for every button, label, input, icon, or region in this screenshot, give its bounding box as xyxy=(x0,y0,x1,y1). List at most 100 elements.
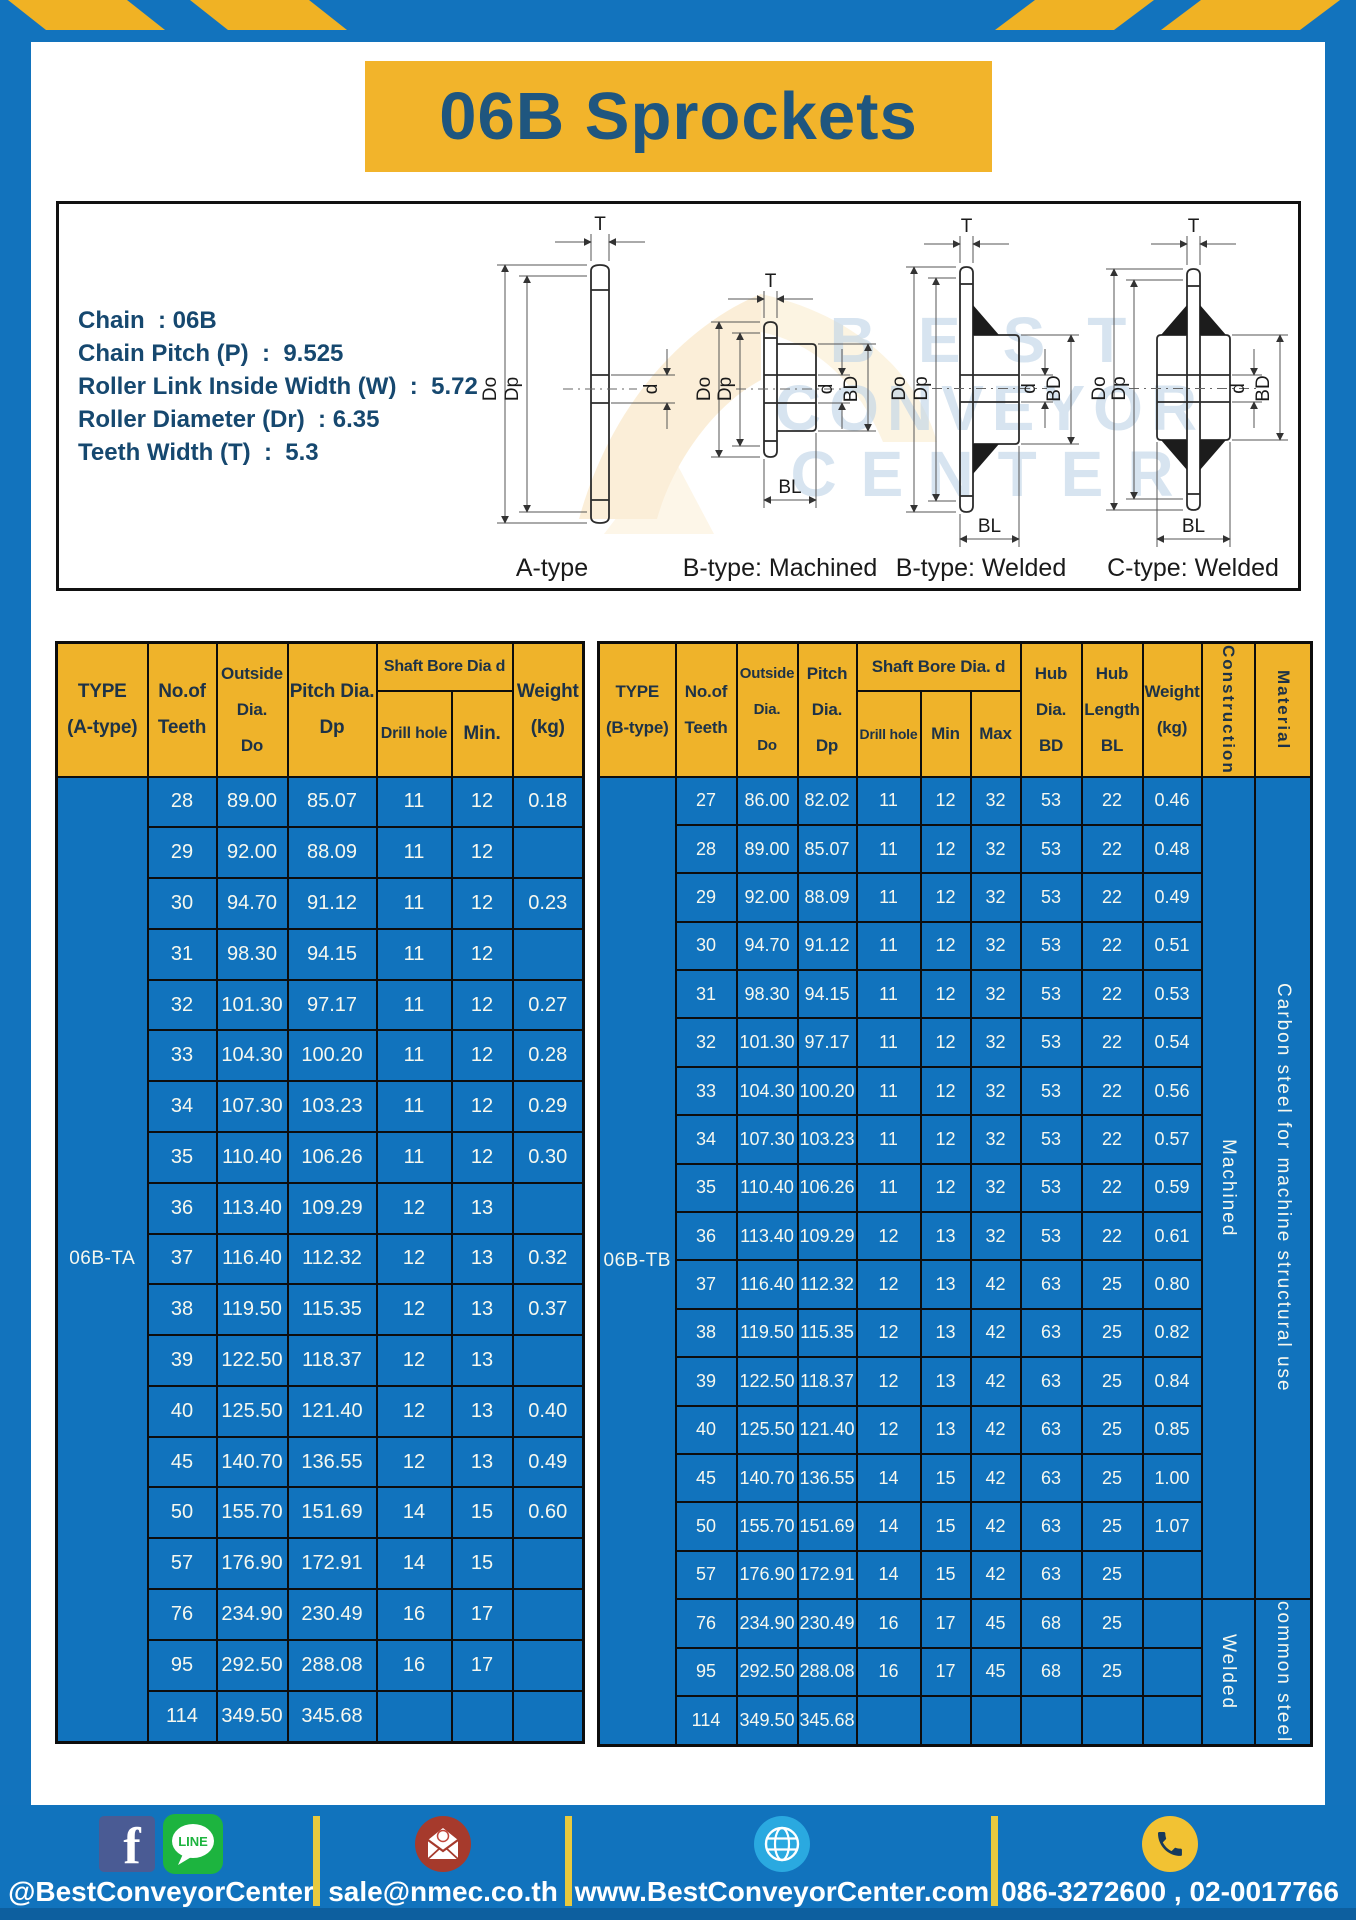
table-cell: 0.59 xyxy=(1141,1162,1203,1214)
table-cell: 53 xyxy=(1019,775,1083,826)
footer-phones[interactable]: 086-3272600 , 02-0017766 xyxy=(1001,1876,1339,1907)
table-cell: 292.50 xyxy=(215,1638,289,1692)
table-cell: 118.37 xyxy=(286,1334,378,1387)
table-cell: 0.82 xyxy=(1141,1307,1203,1359)
globe-icon[interactable] xyxy=(753,1815,811,1873)
footer-website[interactable]: www.BestConveyorCenter.com xyxy=(574,1876,990,1907)
table-cell: 11 xyxy=(375,877,453,930)
table-cell: 13 xyxy=(919,1404,972,1455)
table-cell: 53 xyxy=(1019,1065,1083,1117)
table-cell: 42 xyxy=(969,1404,1022,1455)
table-row: 34 107.30 103.23 11 12 32 53 22 0.57 xyxy=(599,1114,1312,1165)
table-cell: 12 xyxy=(855,1404,922,1455)
table-cell: 97.17 xyxy=(796,1017,858,1068)
table-cell: 15 xyxy=(450,1486,514,1540)
line-icon[interactable]: LINE xyxy=(163,1813,223,1874)
table-cell: 53 xyxy=(1019,1211,1083,1262)
table-cell xyxy=(511,1689,585,1744)
table-cell: 32 xyxy=(674,1017,738,1068)
header-shaft-bore-group: Shaft Bore Dia d xyxy=(375,641,514,692)
table-cell: 13 xyxy=(919,1356,972,1407)
table-cell: 16 xyxy=(855,1598,922,1649)
email-icon[interactable] xyxy=(414,1815,472,1873)
table-cell: 107.30 xyxy=(215,1080,289,1133)
header-material-label: Material xyxy=(1273,669,1293,750)
footer-separator xyxy=(991,1816,998,1906)
table-cell: 32 xyxy=(969,1065,1022,1117)
spec-chain-pitch: Chain Pitch (P) : 9.525 xyxy=(78,340,344,367)
table-cell: 11 xyxy=(855,1065,922,1117)
table-cell: 45 xyxy=(146,1435,218,1489)
table-cell: 11 xyxy=(375,1080,453,1133)
spec-chain: Chain : 06B xyxy=(78,307,217,334)
table-cell: 68 xyxy=(1019,1646,1083,1697)
table-cell: 11 xyxy=(855,823,922,875)
footer-social-label[interactable]: @BestConveyorCenter xyxy=(8,1876,314,1907)
table-row: 45 140.70 136.55 12 13 0.49 xyxy=(57,1435,585,1489)
dim-label-bd: BD xyxy=(1253,375,1274,401)
table-cell: 94.15 xyxy=(286,927,378,981)
table-cell: 97.17 xyxy=(286,978,378,1032)
dim-label-t: T xyxy=(961,216,973,237)
table-cell: 76 xyxy=(674,1598,738,1649)
drawing-label-b-welded: B-type: Welded xyxy=(896,554,1066,582)
dim-label-bd: BD xyxy=(841,376,862,402)
right-border xyxy=(1325,42,1356,1805)
drawing-b-welded: T Do Dp d BD BL xyxy=(889,216,1079,547)
table-cell: 12 xyxy=(855,1307,922,1359)
table-cell: 29 xyxy=(674,872,738,923)
table-cell: 53 xyxy=(1019,969,1083,1020)
header-construction-label: Construction xyxy=(1219,644,1239,775)
table-cell: 22 xyxy=(1080,1114,1144,1165)
table-cell: 45 xyxy=(969,1646,1022,1697)
table-cell: 0.29 xyxy=(511,1080,585,1133)
chain-specs: Chain : 06B Chain Pitch (P) : 9.525 Roll… xyxy=(78,304,478,469)
table-row: 95 292.50 288.08 16 17 xyxy=(57,1638,585,1692)
footer-phone-group: 086-3272600 , 02-0017766 xyxy=(1000,1805,1340,1908)
dim-label-bl: BL xyxy=(1182,516,1205,537)
table-cell: 12 xyxy=(450,826,514,880)
material-cell-label: common steel xyxy=(1272,1600,1294,1744)
table-cell: 12 xyxy=(450,877,514,930)
table-row: 76 234.90 230.49 16 17 45 68 25 Welded common ste… xyxy=(599,1598,1313,1747)
facebook-icon[interactable]: f xyxy=(99,1815,155,1872)
phone-icon[interactable] xyxy=(1141,1815,1199,1873)
drawing-b-machined: T Do Dp d BD BL xyxy=(694,271,876,508)
table-cell: 12 xyxy=(450,1029,514,1083)
header-min: Min xyxy=(919,689,972,778)
table-row: 34 107.30 103.23 11 12 0.29 xyxy=(57,1080,585,1133)
footer-email-group: sale@nmec.co.th xyxy=(328,1805,558,1908)
footer-email[interactable]: sale@nmec.co.th xyxy=(328,1876,558,1907)
table-cell: 116.40 xyxy=(735,1259,799,1310)
table-cell: 101.30 xyxy=(215,978,289,1032)
table-cell: 86.00 xyxy=(735,775,799,826)
table-cell: 42 xyxy=(969,1356,1022,1407)
table-cell: 125.50 xyxy=(215,1384,289,1438)
table-cell: 32 xyxy=(969,1114,1022,1165)
header-drill-hole: Drill hole xyxy=(375,689,453,778)
table-cell: 45 xyxy=(674,1452,738,1504)
table-cell: 94.70 xyxy=(735,920,799,972)
table-cell: 136.55 xyxy=(796,1452,858,1504)
table-row: 57 176.90 172.91 14 15 xyxy=(57,1537,585,1590)
table-row: 06B-TA 28 89.00 85.07 11 12 0.18 xyxy=(55,775,585,1744)
dim-label-dp: Dp xyxy=(1109,376,1130,400)
table-cell: 107.30 xyxy=(735,1114,799,1165)
table-cell: 155.70 xyxy=(215,1486,289,1540)
table-cell: 103.23 xyxy=(796,1114,858,1165)
table-cell: 115.35 xyxy=(796,1307,858,1359)
table-cell: 101.30 xyxy=(735,1017,799,1068)
table-cell: 38 xyxy=(674,1307,738,1359)
table-cell: 22 xyxy=(1080,775,1144,826)
table-cell: 94.15 xyxy=(796,969,858,1020)
table-cell: 25 xyxy=(1080,1259,1144,1310)
table-cell: 53 xyxy=(1019,1162,1083,1214)
table-row: 39 122.50 118.37 12 13 xyxy=(57,1334,585,1387)
header-hub-dia: Hub Dia. BD xyxy=(1019,641,1083,778)
table-row: 06B-TB 27 86.00 82.02 11 12 32 53 22 0.46 Machined… xyxy=(597,775,1313,1747)
table-cell xyxy=(511,1588,585,1641)
table-cell: 104.30 xyxy=(215,1029,289,1083)
table-cell: 109.29 xyxy=(796,1211,858,1262)
